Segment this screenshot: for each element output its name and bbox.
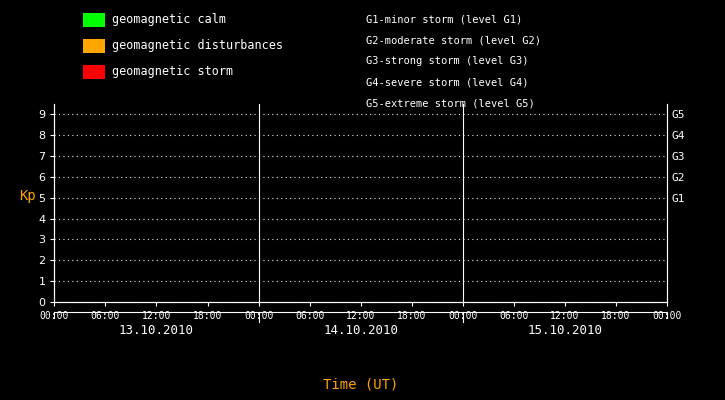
Text: 14.10.2010: 14.10.2010 [323, 324, 398, 337]
Text: G3-strong storm (level G3): G3-strong storm (level G3) [366, 56, 529, 66]
Y-axis label: Kp: Kp [19, 189, 36, 203]
Text: geomagnetic storm: geomagnetic storm [112, 65, 233, 78]
Text: G5-extreme storm (level G5): G5-extreme storm (level G5) [366, 99, 535, 109]
Text: geomagnetic calm: geomagnetic calm [112, 13, 226, 26]
Text: G2-moderate storm (level G2): G2-moderate storm (level G2) [366, 35, 541, 45]
Text: G4-severe storm (level G4): G4-severe storm (level G4) [366, 78, 529, 88]
Text: geomagnetic disturbances: geomagnetic disturbances [112, 39, 283, 52]
Text: G1-minor storm (level G1): G1-minor storm (level G1) [366, 14, 523, 24]
Text: 13.10.2010: 13.10.2010 [119, 324, 194, 337]
Text: 15.10.2010: 15.10.2010 [527, 324, 602, 337]
Text: Time (UT): Time (UT) [323, 378, 398, 392]
